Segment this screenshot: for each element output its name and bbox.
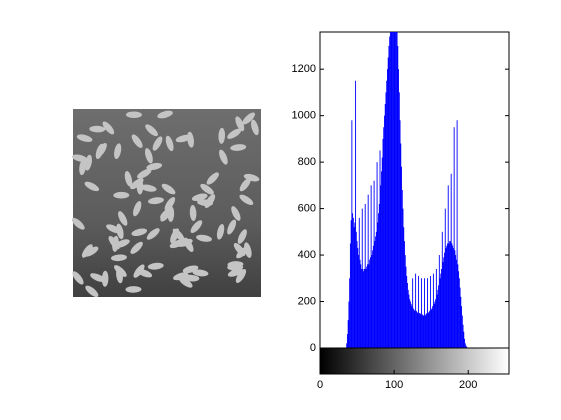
rice-image bbox=[71, 109, 261, 298]
rice-grain bbox=[85, 285, 99, 298]
rice-grain bbox=[131, 228, 148, 236]
rice-grain bbox=[84, 181, 100, 192]
rice-grain bbox=[152, 136, 163, 151]
rice-grain bbox=[116, 223, 124, 240]
rice-grain bbox=[172, 228, 185, 242]
rice-grain bbox=[197, 199, 214, 207]
rice-grain bbox=[124, 171, 133, 187]
rice-grain bbox=[131, 134, 143, 148]
rice-grain bbox=[90, 273, 106, 282]
rice-grain bbox=[251, 119, 259, 136]
rice-grain bbox=[227, 219, 237, 235]
rice-grain bbox=[216, 223, 225, 240]
rice-grain bbox=[133, 264, 145, 278]
rice-grain bbox=[79, 159, 87, 176]
rice-grain bbox=[175, 134, 192, 143]
rice-grain bbox=[130, 241, 143, 254]
rice-grain bbox=[157, 110, 173, 119]
x-tick-label: 200 bbox=[459, 379, 477, 391]
rice-grain bbox=[108, 236, 120, 250]
rice-grain bbox=[177, 238, 193, 247]
rice-grain bbox=[114, 265, 127, 277]
rice-grain bbox=[236, 246, 249, 259]
rice-grain bbox=[76, 134, 93, 142]
rice-grain bbox=[182, 265, 199, 274]
rice-grain bbox=[72, 271, 84, 285]
rice-grain bbox=[189, 204, 197, 221]
rice-grain bbox=[146, 162, 163, 171]
rice-grain bbox=[71, 217, 85, 230]
rice-grain bbox=[95, 143, 104, 160]
rice-grain bbox=[146, 228, 160, 240]
rice-grain bbox=[165, 135, 174, 152]
rice-grain bbox=[191, 193, 208, 202]
rice-grain bbox=[114, 143, 122, 160]
y-tick-label: 0 bbox=[310, 342, 316, 354]
rice-grain bbox=[237, 229, 247, 244]
rice-grain bbox=[125, 286, 142, 293]
rice-grain bbox=[84, 246, 99, 257]
y-tick-label: 200 bbox=[298, 295, 316, 307]
rice-grain bbox=[235, 116, 245, 132]
rice-grain bbox=[227, 128, 242, 139]
rice-grain bbox=[161, 183, 176, 195]
rice-grain bbox=[133, 201, 142, 217]
rice-grain bbox=[164, 196, 176, 211]
rice-grain bbox=[227, 261, 244, 268]
rice-grain bbox=[118, 211, 128, 226]
rice-grain bbox=[206, 172, 219, 185]
colorbar bbox=[319, 347, 510, 375]
rice-grain bbox=[227, 268, 244, 277]
rice-grain bbox=[243, 173, 260, 182]
rice-grain bbox=[110, 254, 127, 262]
rice-grain bbox=[239, 194, 254, 206]
rice-grain bbox=[192, 269, 209, 277]
rice-grain bbox=[160, 208, 172, 222]
rice-grain bbox=[148, 197, 164, 205]
x-tick-label: 0 bbox=[317, 379, 323, 391]
rice-grain bbox=[242, 112, 255, 125]
rice-grain bbox=[235, 269, 247, 283]
x-tick-label: 100 bbox=[385, 379, 403, 391]
rice-grain bbox=[137, 168, 152, 179]
plot-area bbox=[319, 31, 510, 349]
rice-grain bbox=[196, 234, 212, 242]
y-tick-label: 800 bbox=[298, 156, 316, 168]
rice-grain bbox=[145, 124, 158, 137]
rice-grain bbox=[190, 220, 203, 234]
rice-grain bbox=[200, 183, 214, 195]
bars bbox=[346, 32, 468, 348]
rice-grain bbox=[136, 178, 144, 195]
rice-grain bbox=[230, 144, 247, 151]
y-tick-label: 1200 bbox=[292, 63, 316, 75]
rice-grain bbox=[89, 125, 106, 133]
rice-grain bbox=[144, 148, 153, 164]
rice-grain bbox=[218, 127, 226, 144]
rice-grain bbox=[147, 262, 164, 270]
y-tick-label: 600 bbox=[298, 202, 316, 214]
rice-grain bbox=[140, 184, 157, 192]
y-tick-label: 400 bbox=[298, 249, 316, 261]
rice-grain bbox=[102, 121, 115, 135]
rice-grain bbox=[125, 111, 142, 119]
rice-grain bbox=[231, 206, 241, 221]
rice-grain bbox=[101, 270, 109, 287]
rice-grain bbox=[239, 177, 251, 192]
rice-grain bbox=[178, 277, 193, 288]
rice-grain bbox=[219, 149, 228, 165]
y-tick-label: 1000 bbox=[292, 110, 316, 122]
rice-grain bbox=[113, 191, 130, 199]
